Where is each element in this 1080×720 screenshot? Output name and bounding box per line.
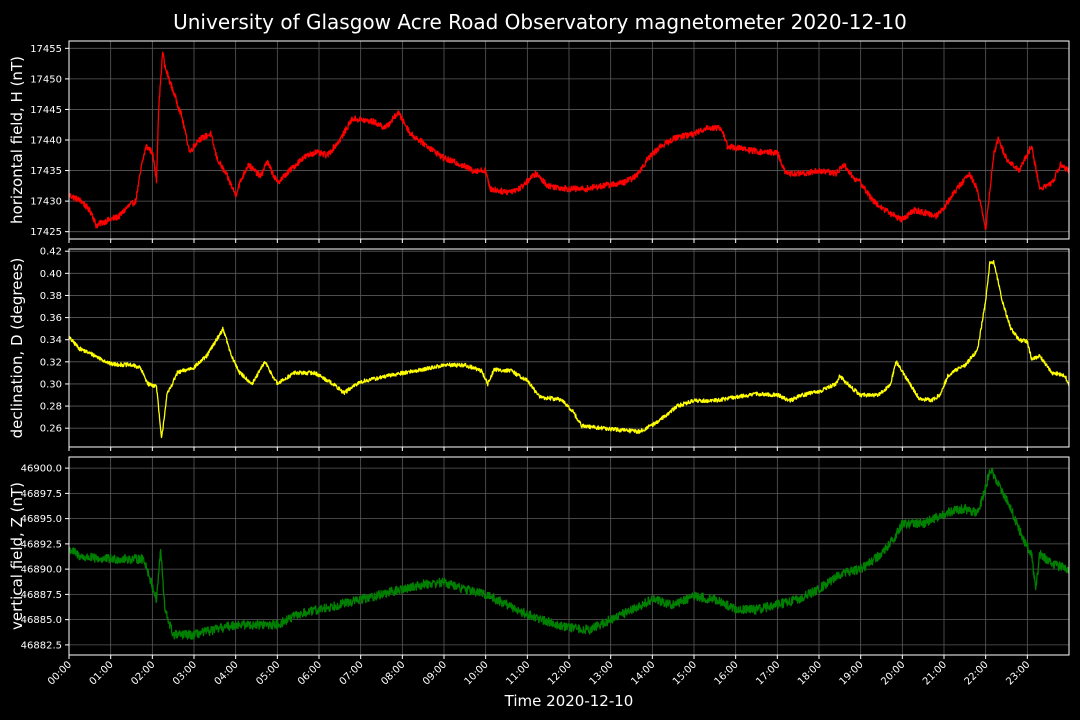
y-tick-label: 0.30: [40, 379, 62, 390]
y-tick-label: 17430: [30, 197, 62, 208]
y-tick-label: 17450: [30, 74, 62, 85]
y-tick-label: 46892.5: [21, 539, 62, 550]
y-tick-label: 17440: [30, 136, 62, 147]
x-tick-label: 07:00: [338, 659, 366, 687]
chart-title: University of Glasgow Acre Road Observat…: [173, 10, 907, 34]
x-tick-label: 14:00: [629, 659, 657, 687]
x-axis-label: Time 2020-12-10: [504, 692, 634, 710]
y-tick-label: 0.26: [40, 424, 62, 435]
x-tick-label: 01:00: [88, 659, 116, 687]
x-tick-label: 02:00: [129, 659, 157, 687]
x-tick-label: 13:00: [588, 659, 616, 687]
x-tick-label: 18:00: [796, 659, 824, 687]
x-tick-label: 19:00: [838, 659, 866, 687]
x-tick-label: 23:00: [1004, 659, 1032, 687]
y-tick-label: 17445: [30, 105, 62, 116]
y-tick-label: 0.36: [40, 313, 62, 324]
x-tick-label: 09:00: [421, 659, 449, 687]
y-tick-label: 46897.5: [21, 489, 62, 500]
x-tick-label: 12:00: [546, 659, 574, 687]
y-tick-label: 0.38: [40, 291, 62, 302]
y-axis-label-2: declination, D (degrees): [8, 258, 26, 439]
y-tick-label: 0.42: [40, 247, 62, 258]
panel-1: 17425 17430 17435 17440 17445 17450 17455 horiz…: [8, 40, 1070, 243]
x-tick-label: 06:00: [296, 659, 324, 687]
x-tick-label: 16:00: [713, 659, 741, 687]
y-axis-label-1: horizontal field, H (nT): [8, 56, 26, 224]
y-tick-label: 17455: [30, 44, 62, 55]
y-tick-label: 0.32: [40, 357, 62, 368]
y-tick-label: 17435: [30, 166, 62, 177]
y-tick-label: 46885.0: [21, 615, 62, 626]
x-tick-label: 08:00: [379, 659, 407, 687]
x-tick-label: 10:00: [463, 659, 491, 687]
x-tick-label: 15:00: [671, 659, 699, 687]
x-tick-label: 03:00: [171, 659, 199, 687]
y-tick-label: 0.40: [40, 269, 62, 280]
panels-group: 17425 17430 17435 17440 17445 17450 17455 horiz…: [8, 40, 1070, 688]
y-tick-label: 46887.5: [21, 590, 62, 601]
y-tick-label: 17425: [30, 227, 62, 238]
series-line-3: [68, 467, 1070, 640]
y-tick-label: 0.34: [40, 335, 62, 346]
x-tick-label: 11:00: [504, 659, 532, 687]
y-tick-label: 46895.0: [21, 514, 62, 525]
panel-2: 0.26 0.28 0.30 0.32 0.34 0.36 0.38 0.40 0.42 decl…: [8, 247, 1070, 451]
x-tick-label: 20:00: [879, 659, 907, 687]
y-tick-label: 0.28: [40, 402, 62, 413]
y-tick-label: 46882.5: [21, 640, 62, 651]
x-tick-label: 17:00: [754, 659, 782, 687]
x-tick-label: 04:00: [213, 659, 241, 687]
y-tick-label: 46900.0: [21, 464, 62, 475]
x-tick-label: 21:00: [921, 659, 949, 687]
y-axis-label-3: vertical field, Z (nT): [8, 482, 26, 630]
x-tick-label: 05:00: [254, 659, 282, 687]
series-line-1: [68, 51, 1070, 231]
series-line-2: [68, 260, 1070, 439]
x-tick-label: 00:00: [46, 659, 74, 687]
y-tick-label: 46890.0: [21, 565, 62, 576]
panel-3: 46882.5 46885.0 46887.5 46890.0 46892.5 46895…: [8, 456, 1070, 659]
x-tick-label: 22:00: [963, 659, 991, 687]
